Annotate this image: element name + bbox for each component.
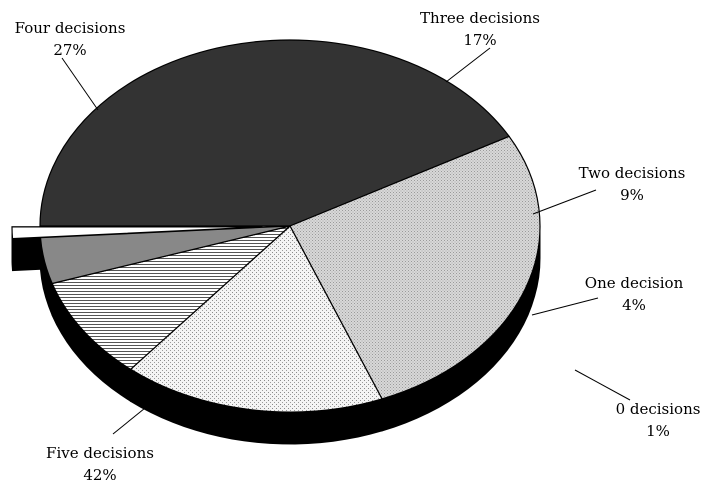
leader-line-5	[574, 369, 631, 401]
slice-label: 0 decisions	[616, 400, 701, 418]
leader-line-4	[531, 297, 599, 316]
leader-line-3	[532, 189, 597, 215]
slice-label: Four decisions	[15, 19, 126, 37]
leader-lines	[61, 47, 631, 435]
leader-line-1	[61, 57, 99, 111]
leader-line-2	[445, 47, 491, 83]
pie-slice-0-decisions	[11, 226, 263, 240]
pie-slice-four-decisions	[289, 135, 541, 400]
pie-slice-two-decisions	[51, 225, 291, 371]
slice-labels: Five decisions 42% Four decisions 27% Three …	[15, 9, 701, 484]
pie-slices	[11, 39, 541, 413]
slice-label: One decision	[585, 274, 684, 292]
slice-percent-label: 9%	[620, 186, 644, 204]
slice-percent-label: 27%	[53, 41, 86, 59]
slice-percent-label: 1%	[646, 422, 670, 440]
pie-slice-three-decisions	[129, 225, 383, 413]
slice-percent-label: 17%	[463, 31, 496, 49]
slice-label: Two decisions	[579, 164, 686, 182]
slice-percent-label: 42%	[83, 466, 116, 484]
slice-label: Three decisions	[420, 9, 540, 27]
slice-label: Five decisions	[46, 444, 154, 462]
leader-line-0	[112, 399, 156, 435]
slice-percent-label: 4%	[622, 296, 646, 314]
pie-slice-five-decisions	[39, 39, 511, 227]
